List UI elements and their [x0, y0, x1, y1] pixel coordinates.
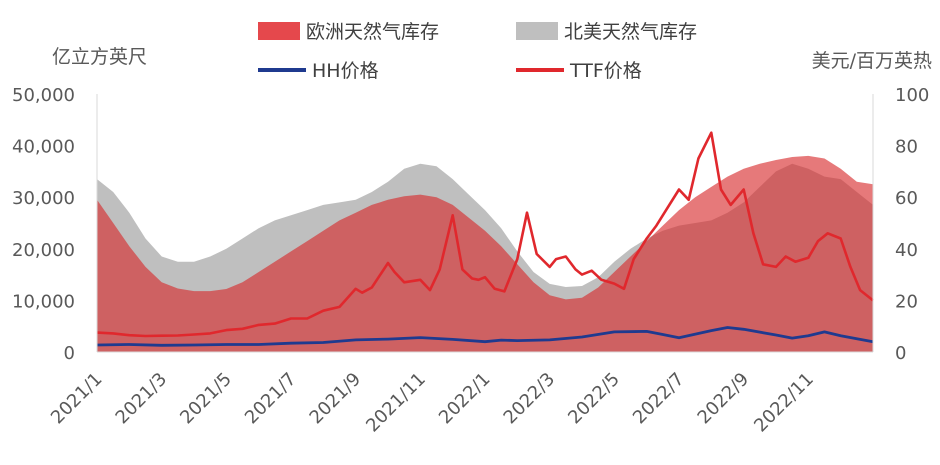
y-left-tick-label: 40,000 [12, 137, 75, 158]
y-right-tick-label: 60 [895, 188, 918, 209]
legend-ttf-price: TTF价格 [516, 56, 642, 83]
y-left-tick-label: 20,000 [12, 240, 75, 261]
y-left-tick-label: 50,000 [12, 85, 75, 106]
area-eu-storage [97, 155, 873, 352]
legend-eu-storage: 欧洲天然气库存 [258, 17, 439, 44]
y-right-tick-label: 40 [895, 240, 918, 261]
x-tick-label: 2022/3 [500, 369, 560, 429]
left-axis-unit: 亿立方英尺 [52, 46, 148, 68]
x-tick-label: 2022/11 [750, 369, 818, 437]
x-tick-label: 2021/9 [306, 369, 366, 429]
legend-swatch-na-storage [516, 21, 558, 40]
line-series-group [96, 131, 874, 347]
right-axis-unit: 美元/百万英热 [811, 50, 932, 72]
legend-hh-price: HH价格 [258, 56, 379, 83]
x-tick-label: 2021/3 [112, 369, 172, 429]
legend-na-storage: 北美天然气库存 [516, 17, 697, 44]
line-hh-price [96, 326, 874, 347]
y-right-tick-label: 80 [895, 137, 918, 158]
y-right-tick-label: 0 [895, 343, 906, 364]
legend-label-na-storage: 北美天然气库存 [564, 21, 698, 43]
y-left-tick-label: 10,000 [12, 291, 75, 312]
area-series-group [97, 155, 873, 352]
x-tick-label: 2022/7 [629, 369, 689, 429]
y-left-tick-label: 0 [64, 343, 75, 364]
legend-label-ttf-price: TTF价格 [570, 60, 642, 82]
x-tick-label: 2021/7 [241, 369, 301, 429]
legend-label-eu-storage: 欧洲天然气库存 [306, 21, 440, 43]
x-tick-label: 2022/5 [564, 369, 624, 429]
x-tick-label: 2021/1 [47, 369, 107, 429]
x-tick-label: 2022/1 [435, 369, 495, 429]
legend-swatch-hh-price [258, 67, 306, 72]
y-left-tick-label: 30,000 [12, 188, 75, 209]
x-tick-label: 2021/11 [362, 369, 430, 437]
x-tick-label: 2022/9 [694, 369, 754, 429]
legend-swatch-ttf-price [516, 67, 564, 72]
legend-label-hh-price: HH价格 [312, 60, 379, 82]
y-right-tick-label: 20 [895, 291, 918, 312]
legend-swatch-eu-storage [258, 21, 300, 40]
y-right-tick-label: 100 [895, 85, 929, 106]
x-tick-label: 2021/5 [176, 369, 236, 429]
line-ttf-price [96, 131, 874, 338]
